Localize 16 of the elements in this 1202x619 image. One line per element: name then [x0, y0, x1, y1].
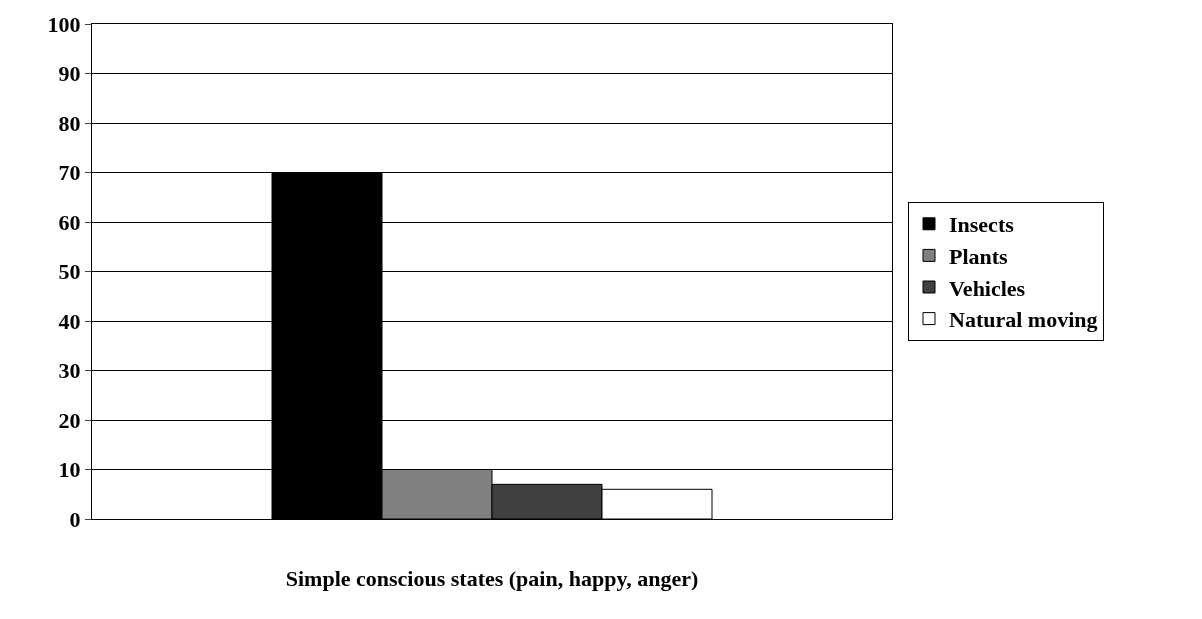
y-tick-label: 40 — [58, 308, 81, 334]
y-tick-label: 70 — [58, 160, 81, 186]
y-tick-label: 20 — [58, 407, 81, 433]
legend-label: Vehicles — [949, 275, 1026, 301]
legend-label: Insects — [949, 212, 1015, 238]
x-tick-label: Simple conscious states (pain, happy, anger) — [285, 566, 699, 592]
y-tick-label: 0 — [69, 506, 81, 532]
legend-label: Natural moving — [949, 307, 1098, 333]
y-tick-label: 80 — [58, 110, 81, 136]
y-tick-label: 100 — [47, 11, 81, 37]
y-tick-label: 10 — [58, 457, 81, 483]
legend-label: Plants — [949, 243, 1009, 269]
y-tick-label: 50 — [58, 259, 81, 285]
y-tick-label: 60 — [58, 209, 81, 235]
y-tick-label: 90 — [58, 61, 81, 87]
y-tick-label: 30 — [58, 358, 81, 384]
